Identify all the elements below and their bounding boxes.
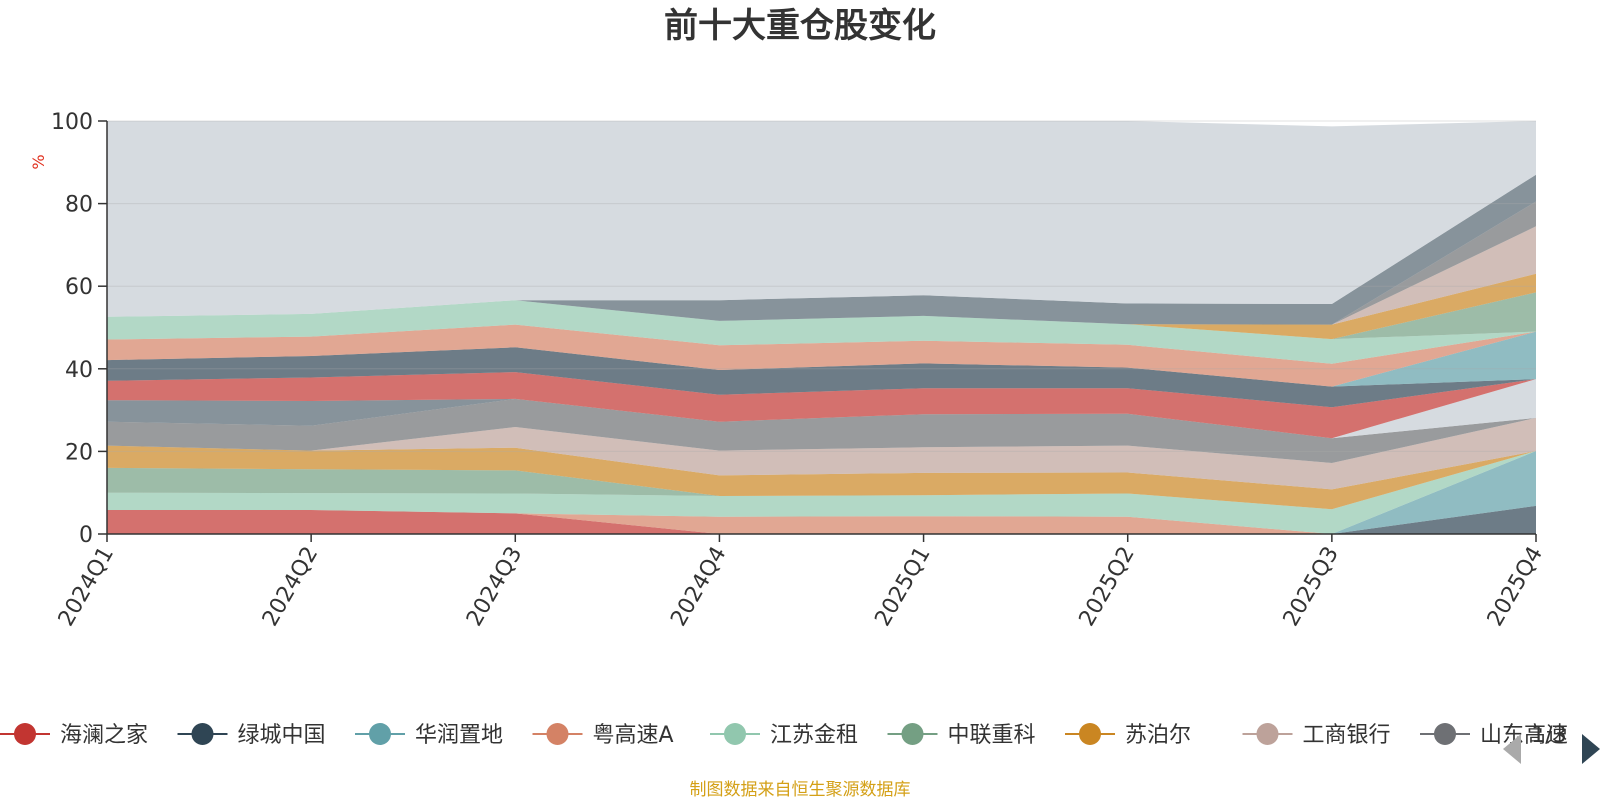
area-series-11	[107, 372, 1536, 439]
area-series-9	[107, 398, 1536, 439]
legend-symbol	[546, 723, 569, 745]
area-series-6	[107, 445, 1536, 510]
area-series-21	[107, 121, 1536, 317]
area-series-4	[107, 451, 1536, 534]
legend-symbol	[14, 723, 36, 745]
y-tick-label: 20	[65, 440, 93, 465]
legend-symbol	[191, 723, 214, 745]
legend-item-label[interactable]: 华润置地	[415, 723, 503, 748]
y-tick-label: 100	[51, 110, 93, 135]
legend-item-label[interactable]: 中联重科	[948, 723, 1036, 748]
series-areas	[107, 121, 1536, 534]
y-tick-label: 40	[65, 358, 93, 383]
y-axis-unit-label: %	[29, 154, 48, 169]
area-series-12	[107, 347, 1536, 408]
legend-symbol	[1256, 723, 1279, 745]
legend-prev-page-button[interactable]	[1503, 734, 1521, 764]
legend-symbol	[1079, 723, 1101, 745]
x-tick-label: 2025Q3	[1279, 543, 1344, 631]
legend-symbol	[724, 723, 746, 745]
legend-item-label[interactable]: 粤高速A	[593, 723, 674, 748]
area-series-14	[107, 324, 1536, 387]
x-tick-label: 2024Q2	[258, 543, 323, 631]
area-series-8	[107, 398, 1536, 463]
grid-lines	[107, 120, 1536, 452]
legend-symbol	[901, 723, 924, 745]
legend: 海澜之家 绿城中国 华润置地 粤高速A 江苏金租 中联重科 苏泊尔 工商银行 山东高速	[0, 723, 1568, 748]
y-tick-label: 80	[65, 193, 93, 218]
x-tick-label: 2024Q3	[462, 543, 527, 631]
legend-item-label[interactable]: 海澜之家	[60, 723, 148, 748]
area-series-16	[107, 292, 1536, 340]
legend-item-label[interactable]: 绿城中国	[238, 723, 326, 748]
x-tick-label: 2025Q2	[1075, 543, 1140, 631]
x-tick-label: 2025Q1	[870, 543, 935, 631]
x-tick-label: 2024Q4	[666, 543, 731, 631]
y-tick-label: 60	[65, 275, 93, 300]
area-series-5	[107, 451, 1536, 510]
legend-item-label[interactable]: 苏泊尔	[1125, 723, 1191, 748]
area-series-15	[107, 300, 1536, 364]
x-tick-label: 2024Q1	[54, 543, 119, 631]
data-source-note: 制图数据来自恒生聚源数据库	[690, 780, 911, 800]
legend-item-label[interactable]: 山东高速	[1480, 723, 1568, 748]
legend-symbol	[369, 723, 391, 745]
legend-next-page-button[interactable]	[1582, 734, 1600, 764]
area-series-13	[107, 331, 1536, 387]
area-series-1	[107, 505, 1536, 534]
area-series-7	[107, 417, 1536, 490]
legend-page-indicator: 1/3	[1531, 723, 1566, 748]
x-tick-label: 2025Q4	[1483, 543, 1548, 631]
area-series-3	[107, 451, 1536, 534]
area-series-0	[107, 510, 1536, 534]
legend-item-label[interactable]: 工商银行	[1303, 723, 1391, 748]
legend-symbol	[1434, 723, 1456, 745]
chart-title: 前十大重仓股变化	[664, 6, 936, 46]
legend-item-label[interactable]: 江苏金租	[770, 723, 858, 748]
y-tick-label: 0	[79, 523, 93, 548]
